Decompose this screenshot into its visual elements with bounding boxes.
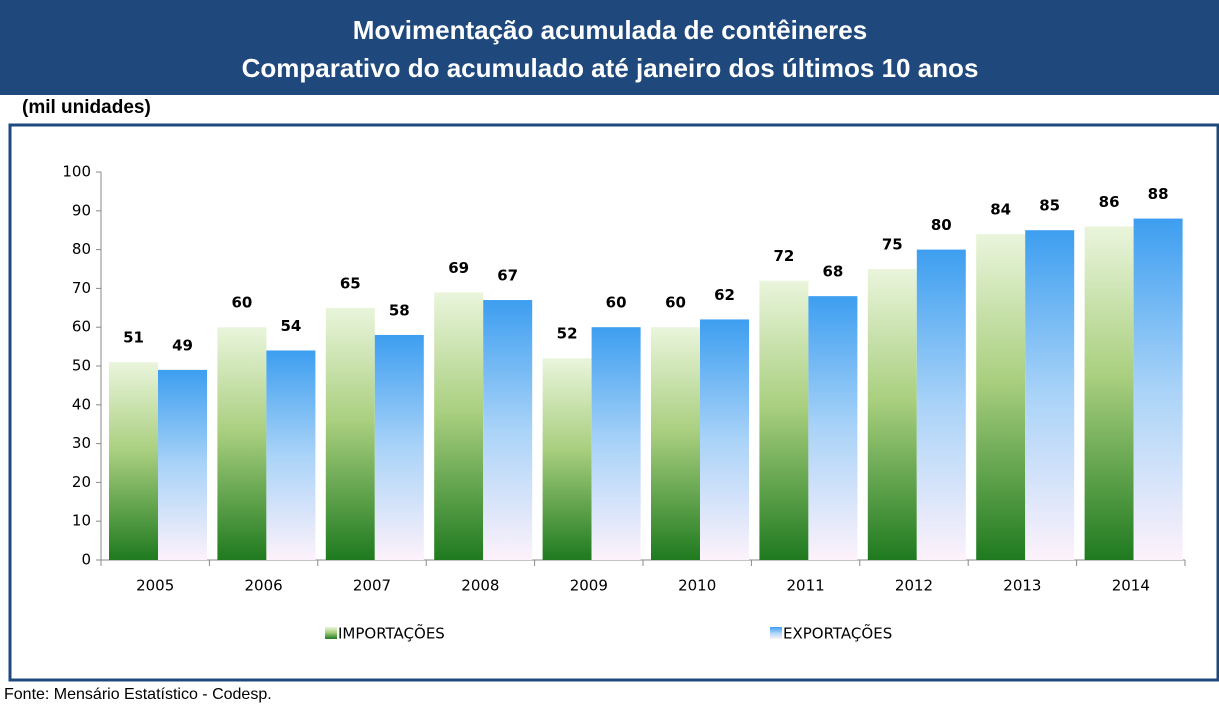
bar (808, 296, 858, 560)
bar (483, 300, 533, 560)
value-label: 60 (231, 294, 252, 312)
x-tick-label: 2009 (570, 577, 608, 595)
x-tick-label: 2010 (678, 577, 716, 595)
bar (325, 307, 375, 560)
legend-label: EXPORTAÇÕES (783, 624, 892, 643)
bar (1084, 226, 1134, 560)
y-tick-label: 80 (72, 240, 91, 258)
value-label: 80 (931, 216, 952, 234)
x-tick-label: 2008 (461, 577, 499, 595)
value-label: 52 (557, 325, 578, 343)
value-label: 65 (340, 274, 361, 292)
value-label: 86 (1099, 193, 1120, 211)
bar (1133, 218, 1183, 560)
x-tick-label: 2011 (787, 577, 825, 595)
bar (1025, 230, 1075, 560)
value-label: 54 (280, 317, 301, 335)
y-tick-label: 30 (72, 434, 91, 452)
value-label: 58 (389, 301, 410, 319)
bar (158, 369, 207, 560)
y-tick-label: 70 (72, 279, 91, 297)
chart-subtitle: Comparativo do acumulado até janeiro dos… (242, 53, 979, 83)
legend-swatch (325, 627, 337, 639)
bar (976, 234, 1026, 560)
x-tick-label: 2007 (353, 577, 391, 595)
x-tick-label: 2012 (895, 577, 933, 595)
y-tick-label: 40 (72, 395, 91, 413)
y-tick-label: 20 (72, 473, 91, 491)
y-tick-label: 100 (62, 163, 91, 181)
bar (651, 327, 700, 560)
bar (759, 280, 809, 560)
bar (916, 249, 966, 560)
bar (591, 327, 641, 560)
bar (867, 269, 917, 560)
value-label: 60 (665, 294, 686, 312)
value-label: 51 (123, 329, 144, 347)
bar (109, 362, 158, 560)
x-tick-label: 2014 (1112, 577, 1150, 595)
y-tick-label: 60 (72, 318, 91, 336)
value-label: 84 (990, 201, 1011, 219)
source: Fonte: Mensário Estatístico - Codesp. (4, 686, 272, 703)
bar (434, 292, 484, 560)
value-label: 67 (497, 267, 518, 285)
y-tick-label: 90 (72, 201, 91, 219)
x-tick-label: 2006 (245, 577, 283, 595)
value-label: 85 (1039, 197, 1060, 215)
value-label: 49 (172, 336, 193, 354)
y-tick-label: 50 (72, 357, 91, 375)
value-label: 69 (448, 259, 469, 277)
value-label: 72 (773, 247, 794, 265)
y-tick-label: 10 (72, 512, 91, 530)
value-label: 68 (822, 263, 843, 281)
bar (374, 334, 424, 560)
bar (217, 327, 267, 560)
value-label: 88 (1148, 185, 1169, 203)
bar (700, 319, 749, 560)
bar (266, 350, 316, 560)
value-label: 75 (882, 236, 903, 254)
legend-swatch (770, 627, 782, 639)
header-band (0, 0, 1219, 95)
unit-label: (mil unidades) (22, 97, 151, 118)
bar (542, 358, 592, 560)
value-label: 60 (606, 294, 627, 312)
value-label: 62 (714, 286, 735, 304)
legend-label: IMPORTAÇÕES (338, 624, 445, 643)
x-tick-label: 2005 (136, 577, 174, 595)
x-tick-label: 2013 (1003, 577, 1041, 595)
chart-title: Movimentação acumulada de contêineres (353, 15, 867, 45)
y-tick-label: 0 (81, 551, 91, 569)
